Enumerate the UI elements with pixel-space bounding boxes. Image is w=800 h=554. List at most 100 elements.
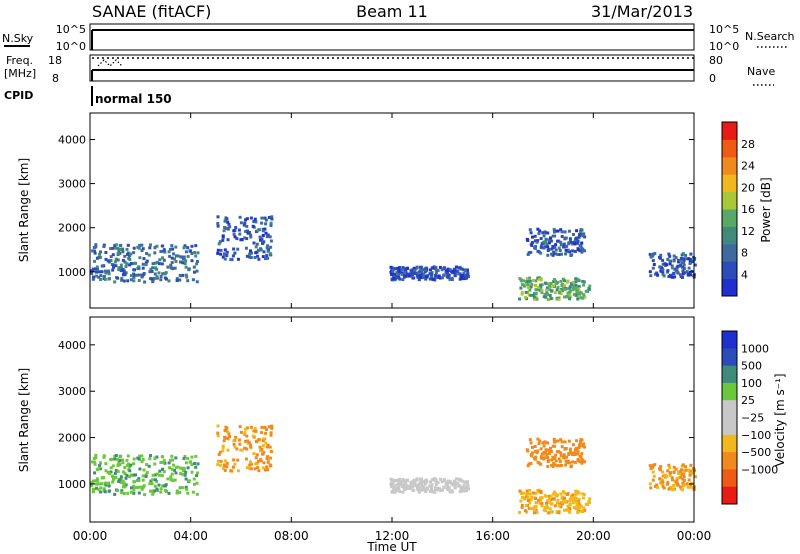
y-tick-label: 1000 bbox=[58, 478, 86, 491]
echo-cell bbox=[529, 507, 533, 511]
echo-cell bbox=[216, 222, 220, 225]
echo-cell bbox=[668, 262, 672, 266]
echo-cell bbox=[140, 454, 144, 458]
echo-cell bbox=[397, 478, 401, 482]
freq-unit-label: [MHz] bbox=[4, 67, 36, 80]
echo-cell bbox=[122, 271, 126, 275]
echo-cell bbox=[171, 478, 174, 482]
echo-cell bbox=[185, 275, 189, 279]
echo-cell bbox=[125, 262, 129, 266]
echo-cell bbox=[527, 506, 531, 510]
echo-cell bbox=[153, 272, 157, 276]
echo-cell bbox=[545, 242, 549, 246]
echo-cell bbox=[582, 232, 586, 236]
echo-cell bbox=[190, 463, 194, 467]
echo-cell bbox=[168, 254, 172, 258]
echo-cell bbox=[566, 508, 570, 512]
echo-cell bbox=[188, 460, 192, 464]
echo-cell bbox=[421, 268, 425, 272]
echo-cell bbox=[414, 272, 417, 276]
echo-cell bbox=[674, 256, 678, 260]
echo-cell bbox=[409, 484, 413, 488]
echo-cell bbox=[100, 270, 104, 274]
echo-cell bbox=[689, 273, 692, 277]
echo-cell bbox=[257, 459, 260, 463]
echo-cell bbox=[651, 254, 655, 258]
echo-cell bbox=[257, 228, 261, 232]
echo-cell bbox=[556, 239, 559, 243]
echo-cell bbox=[555, 297, 559, 301]
echo-cell bbox=[663, 262, 667, 266]
echo-cell bbox=[100, 482, 104, 486]
echo-cell bbox=[246, 439, 249, 443]
echo-cell bbox=[151, 492, 155, 496]
echo-cell bbox=[114, 476, 118, 479]
echo-cell bbox=[683, 271, 687, 275]
echo-cell bbox=[252, 219, 256, 223]
echo-cell bbox=[389, 265, 393, 269]
colorbar-swatch bbox=[722, 331, 737, 349]
echo-cell bbox=[121, 461, 125, 465]
echo-cell bbox=[170, 261, 174, 264]
echo-cell bbox=[452, 479, 456, 483]
echo-cell bbox=[434, 271, 438, 274]
echo-cell bbox=[682, 478, 686, 482]
echo-cell bbox=[527, 462, 531, 466]
echo-cell bbox=[410, 480, 414, 484]
echo-cell bbox=[527, 279, 530, 283]
echo-cell bbox=[666, 257, 670, 261]
echo-cell bbox=[535, 451, 539, 455]
echo-cell bbox=[580, 438, 584, 442]
echo-cell bbox=[687, 478, 691, 482]
echo-cell bbox=[169, 475, 173, 479]
echo-cell bbox=[148, 246, 152, 250]
echo-cell bbox=[574, 496, 578, 500]
echo-cell bbox=[546, 465, 550, 468]
echo-cell bbox=[457, 272, 461, 276]
echo-cell bbox=[430, 487, 433, 490]
echo-cell bbox=[167, 279, 171, 283]
echo-cell bbox=[559, 505, 563, 509]
echo-cell bbox=[244, 427, 248, 431]
echo-cell bbox=[124, 265, 128, 268]
echo-cell bbox=[543, 506, 547, 509]
echo-cell bbox=[242, 433, 246, 437]
echo-cell bbox=[416, 483, 420, 487]
echo-cell bbox=[450, 481, 454, 485]
echo-cell bbox=[129, 262, 133, 266]
echo-cell bbox=[419, 477, 422, 481]
echo-cell bbox=[126, 464, 130, 467]
echo-cell bbox=[116, 463, 120, 467]
echo-cell bbox=[548, 494, 551, 498]
echo-cell bbox=[264, 441, 268, 445]
echo-cell bbox=[651, 478, 655, 482]
echo-cell bbox=[249, 249, 252, 253]
echo-cell bbox=[557, 297, 561, 301]
echo-cell bbox=[406, 478, 409, 482]
echo-cell bbox=[231, 254, 235, 258]
echo-cell bbox=[250, 251, 253, 255]
echo-cell bbox=[221, 446, 225, 449]
echo-cell bbox=[666, 469, 670, 473]
echo-cell bbox=[582, 506, 586, 510]
echo-cell bbox=[416, 271, 420, 275]
echo-cell bbox=[562, 242, 566, 246]
echo-cell bbox=[438, 477, 442, 481]
echo-cell bbox=[648, 252, 652, 256]
echo-cell bbox=[194, 254, 198, 258]
echo-cell bbox=[567, 242, 571, 246]
echo-cell bbox=[562, 456, 566, 459]
echo-cell bbox=[90, 481, 94, 485]
echo-cell bbox=[392, 273, 396, 276]
echo-cell bbox=[575, 504, 579, 508]
echo-cell bbox=[191, 490, 195, 494]
echo-cell bbox=[162, 470, 166, 474]
echo-cell bbox=[525, 492, 529, 496]
echo-cell bbox=[266, 244, 270, 248]
echo-cell bbox=[416, 275, 420, 279]
echo-cell bbox=[225, 465, 229, 469]
echo-cell bbox=[264, 231, 268, 235]
echo-cell bbox=[395, 275, 399, 279]
echo-cell bbox=[556, 229, 560, 233]
